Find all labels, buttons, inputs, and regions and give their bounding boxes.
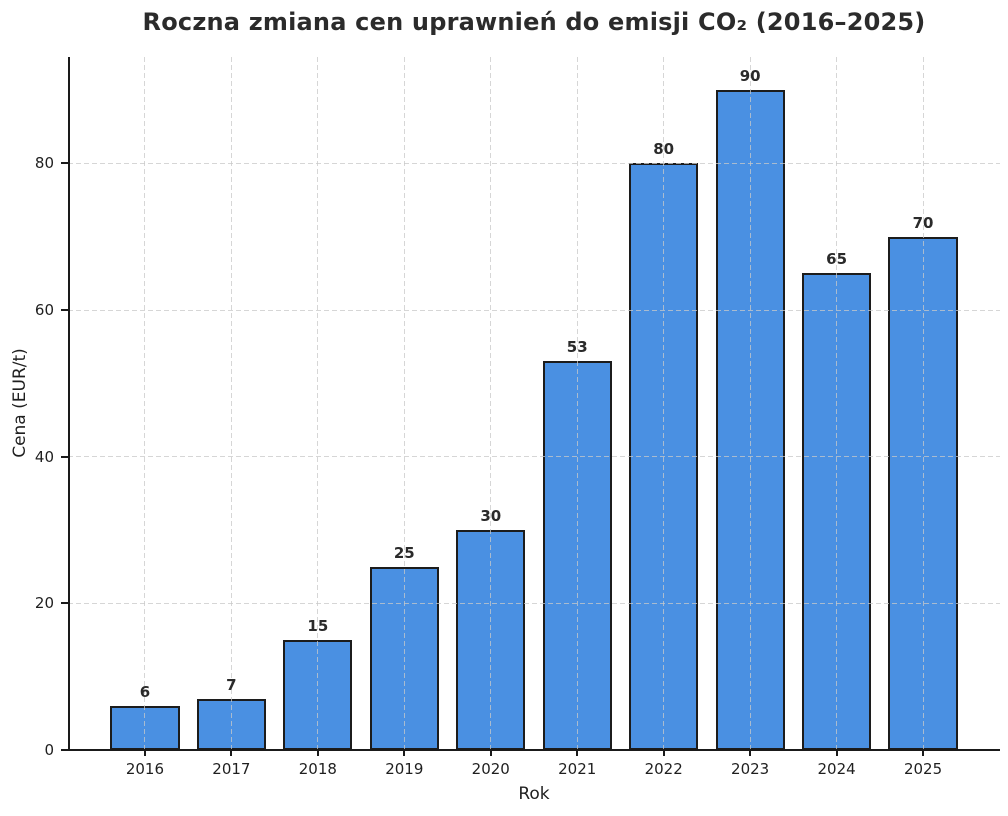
x-tick-label: 2023 bbox=[731, 760, 770, 778]
y-tick-mark bbox=[61, 749, 68, 751]
bar-value-label: 53 bbox=[566, 338, 588, 357]
bar-value-label: 90 bbox=[739, 67, 761, 85]
bar-value-label: 65 bbox=[826, 250, 848, 269]
x-tick-mark bbox=[489, 751, 492, 756]
x-tick-mark bbox=[403, 751, 406, 756]
x-gridline bbox=[836, 57, 838, 750]
x-axis-label: Rok bbox=[518, 784, 550, 804]
x-gridline bbox=[663, 57, 665, 750]
x-tick-label: 2025 bbox=[903, 760, 943, 778]
y-tick-label: 20 bbox=[34, 594, 54, 613]
x-gridline bbox=[749, 57, 751, 750]
x-gridline bbox=[490, 57, 492, 750]
y-gridline bbox=[68, 456, 1000, 458]
x-tick-label: 2018 bbox=[298, 760, 337, 778]
bar-value-label: 6 bbox=[139, 683, 151, 701]
y-tick-mark bbox=[61, 162, 68, 165]
x-tick-label: 2022 bbox=[644, 760, 683, 778]
x-gridline bbox=[144, 57, 146, 750]
y-tick-mark bbox=[61, 602, 68, 605]
y-axis-spine bbox=[68, 57, 70, 750]
x-gridline bbox=[403, 57, 405, 750]
bar-value-label: 80 bbox=[653, 140, 675, 159]
bar-value-label: 7 bbox=[226, 675, 237, 694]
x-tick-label: 2017 bbox=[212, 760, 251, 778]
y-tick-label: 60 bbox=[34, 301, 54, 319]
bar-value-label: 30 bbox=[480, 507, 502, 525]
x-tick-label: 2016 bbox=[125, 760, 165, 778]
bar-value-label: 25 bbox=[393, 543, 415, 562]
y-tick-label: 0 bbox=[44, 741, 54, 759]
x-gridline bbox=[317, 57, 319, 750]
x-tick-mark bbox=[835, 751, 838, 756]
y-tick-mark bbox=[61, 455, 68, 458]
x-tick-mark bbox=[316, 751, 319, 756]
x-tick-label: 2020 bbox=[471, 760, 510, 778]
y-tick-mark bbox=[61, 309, 68, 311]
x-tick-mark bbox=[143, 751, 146, 756]
bar-value-label: 15 bbox=[307, 617, 329, 635]
y-gridline bbox=[68, 162, 1000, 164]
x-tick-label: 2019 bbox=[385, 760, 424, 778]
x-tick-mark bbox=[230, 751, 233, 756]
x-tick-label: 2021 bbox=[558, 760, 597, 778]
x-axis-spine bbox=[68, 749, 1000, 751]
chart-title: Roczna zmiana cen uprawnień do emisji CO… bbox=[142, 8, 926, 36]
x-tick-mark bbox=[749, 751, 752, 756]
x-tick-label: 2024 bbox=[817, 760, 856, 778]
x-tick-mark bbox=[662, 751, 665, 756]
y-gridline bbox=[68, 309, 1000, 311]
x-tick-mark bbox=[922, 751, 925, 756]
bar-value-label: 70 bbox=[912, 213, 934, 232]
y-gridline bbox=[68, 602, 1000, 604]
x-gridline bbox=[230, 57, 232, 750]
x-tick-mark bbox=[576, 751, 579, 756]
y-tick-label: 80 bbox=[34, 154, 54, 173]
x-gridline bbox=[922, 57, 924, 750]
plot-area: 6 7 15 25 30 53 80 90 65 70 0 20 40 60 80 2016 2017 2018… bbox=[35, 57, 1000, 778]
x-gridline bbox=[576, 57, 578, 750]
y-tick-label: 40 bbox=[34, 447, 54, 466]
y-axis-label: Cena (EUR/t) bbox=[10, 348, 30, 458]
